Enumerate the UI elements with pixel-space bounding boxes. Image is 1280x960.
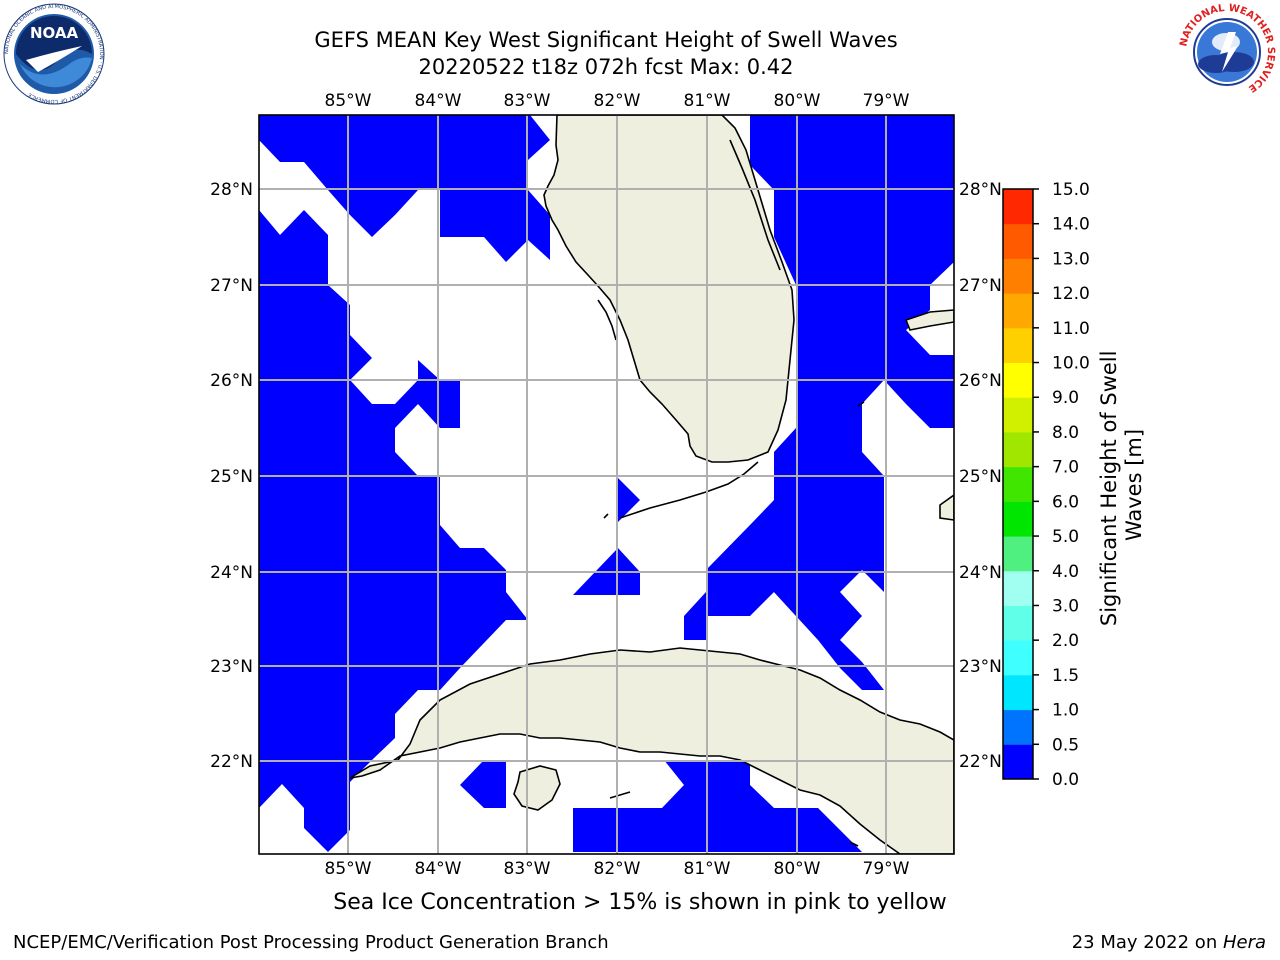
colorbar-swatch	[1003, 709, 1033, 745]
colorbar-tick-label: 0.5	[1052, 735, 1079, 755]
colorbar-swatch	[1003, 223, 1033, 259]
footer-date: 23 May 2022 on Hera	[1072, 932, 1266, 953]
nws-logo-icon: NATIONAL WEATHER SERVICE	[1178, 3, 1276, 100]
footer-date-text: 23 May 2022 on	[1071, 932, 1223, 953]
colorbar-tick-label: 6.0	[1052, 492, 1079, 512]
colorbar-tick-label: 1.5	[1052, 666, 1079, 686]
colorbar-tick-label: 12.0	[1052, 284, 1090, 304]
lon-label-top: 80°W	[774, 91, 821, 111]
colorbar-swatch	[1003, 674, 1033, 711]
lat-label-right: 25°N	[959, 467, 1002, 487]
chart-title: GEFS MEAN Key West Significant Height of…	[314, 28, 898, 52]
colorbar-swatch	[1003, 293, 1033, 329]
lon-label-bottom: 79°W	[863, 859, 910, 879]
colorbar-swatch	[1003, 605, 1033, 641]
lon-label-top: 82°W	[594, 91, 641, 111]
lat-label-right: 23°N	[959, 657, 1002, 677]
colorbar-tick-label: 10.0	[1052, 354, 1090, 374]
colorbar-label: Significant Height of Swell Waves [m]	[1097, 344, 1146, 626]
lon-label-top: 85°W	[325, 91, 372, 111]
footer-branch: NCEP/EMC/Verification Post Processing Pr…	[13, 932, 609, 953]
lat-label-left: 25°N	[210, 467, 253, 487]
colorbar-tick-label: 11.0	[1052, 319, 1090, 339]
map-frame	[258, 114, 955, 855]
lon-label-top: 83°W	[504, 91, 551, 111]
colorbar-tick-label: 7.0	[1052, 458, 1079, 478]
lat-label-left: 26°N	[210, 371, 253, 391]
lat-label-left: 23°N	[210, 657, 253, 677]
colorbar-swatch	[1003, 189, 1033, 225]
lon-label-top: 79°W	[863, 91, 910, 111]
colorbar-tick-label: 1.0	[1052, 701, 1079, 721]
lat-label-left: 24°N	[210, 563, 253, 583]
colorbar: 0.0 0.5 1.0 1.5 2.0 3.0 4.0 5.0 6.0 7.0 8.0 9.0 10.0…	[1002, 180, 1090, 790]
colorbar-tick-label: 15.0	[1052, 180, 1090, 200]
lat-label-left: 22°N	[210, 752, 253, 772]
colorbar-swatch	[1003, 431, 1033, 468]
lat-label-right: 22°N	[959, 752, 1002, 772]
lon-label-bottom: 83°W	[504, 859, 551, 879]
colorbar-swatch	[1003, 327, 1033, 364]
noaa-logo-icon: NOAA NATIONAL OCEANIC AND ATMOSPHERIC AD…	[3, 3, 105, 105]
footer-host: Hera	[1222, 932, 1266, 953]
lon-label-bottom: 84°W	[415, 859, 462, 879]
colorbar-swatch	[1003, 501, 1033, 537]
colorbar-swatch	[1003, 640, 1033, 676]
colorbar-tick-label: 4.0	[1052, 562, 1079, 582]
chart-subtitle: 20220522 t18z 072h fcst Max: 0.42	[418, 55, 794, 79]
colorbar-frame	[1002, 188, 1034, 780]
colorbar-tick-label: 3.0	[1052, 596, 1079, 616]
lon-label-bottom: 85°W	[325, 859, 372, 879]
land-masses	[349, 115, 954, 854]
colorbar-swatch	[1003, 536, 1033, 572]
lat-label-right: 28°N	[959, 180, 1002, 200]
colorbar-swatch	[1003, 258, 1033, 294]
colorbar-tick-label: 9.0	[1052, 388, 1079, 408]
colorbar-swatch	[1003, 362, 1033, 398]
sea-ice-caption: Sea Ice Concentration > 15% is shown in …	[333, 890, 947, 915]
colorbar-tick-label: 14.0	[1052, 215, 1090, 235]
colorbar-tick-label: 13.0	[1052, 249, 1090, 269]
lon-label-bottom: 81°W	[684, 859, 731, 879]
lat-label-left: 28°N	[210, 180, 253, 200]
colorbar-tick-label: 2.0	[1052, 631, 1079, 651]
colorbar-swatch	[1003, 744, 1033, 780]
colorbar-tick-label: 5.0	[1052, 527, 1079, 547]
colorbar-swatch	[1003, 397, 1033, 433]
lon-label-top: 81°W	[684, 91, 731, 111]
lon-label-bottom: 80°W	[774, 859, 821, 879]
colorbar-swatch	[1003, 466, 1033, 502]
lon-label-top: 84°W	[415, 91, 462, 111]
lon-label-bottom: 82°W	[594, 859, 641, 879]
lat-label-right: 26°N	[959, 371, 1002, 391]
lat-label-right: 27°N	[959, 276, 1002, 296]
noaa-text: NOAA	[30, 24, 79, 42]
colorbar-tick-label: 0.0	[1052, 770, 1079, 790]
colorbar-swatch	[1003, 570, 1033, 606]
lat-label-right: 24°N	[959, 563, 1002, 583]
colorbar-tick-label: 8.0	[1052, 423, 1079, 443]
lat-label-left: 27°N	[210, 276, 253, 296]
graticule	[259, 115, 954, 854]
